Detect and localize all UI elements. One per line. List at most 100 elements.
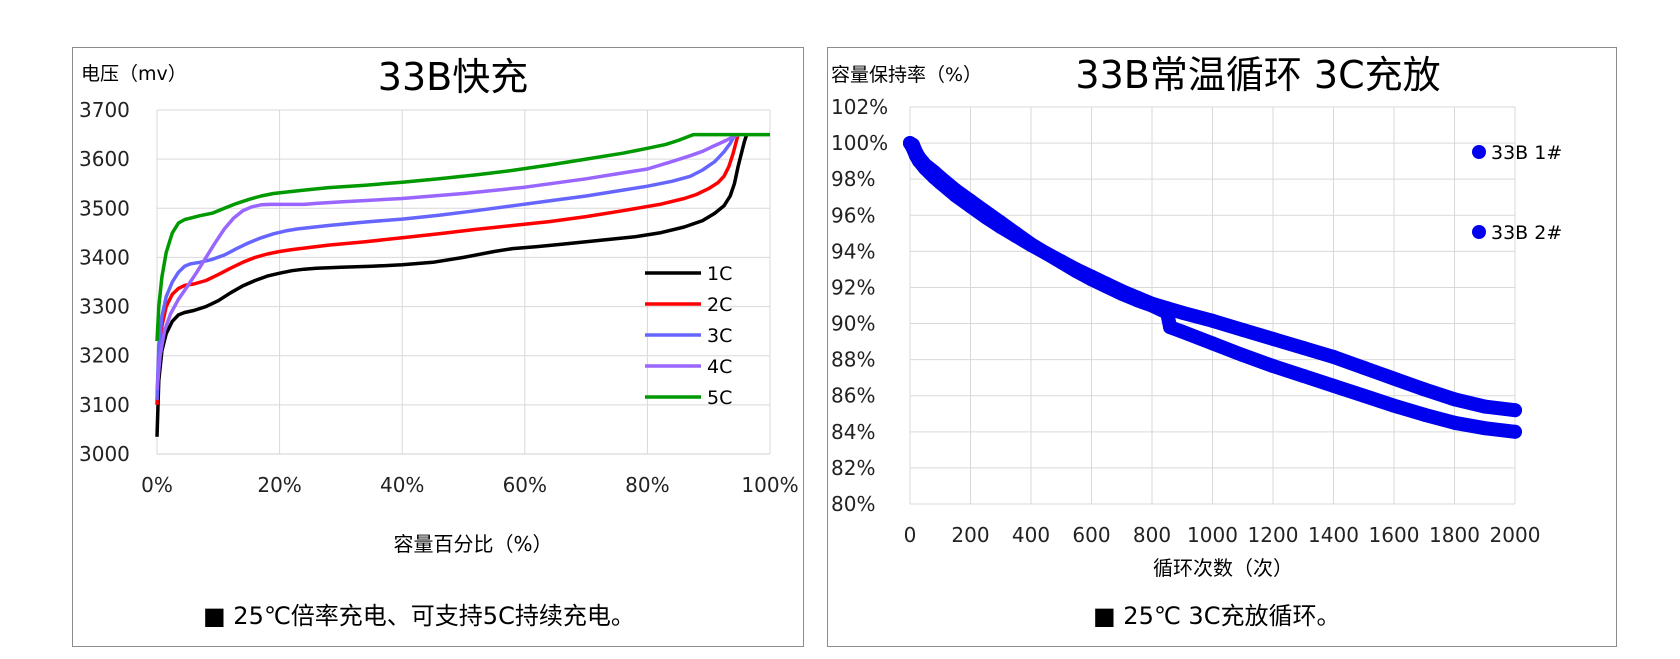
x-tick-label: 20%: [257, 473, 301, 497]
y-tick-label: 3600: [79, 147, 130, 171]
data-point: [1508, 424, 1522, 439]
x-tick-label: 200: [951, 523, 989, 547]
y-tick-label: 92%: [831, 275, 875, 299]
y-tick-label: 3400: [79, 245, 130, 269]
data-point: [1175, 305, 1190, 320]
y-axis-label: 容量保持率（%）: [831, 64, 982, 86]
legend-label: 1C: [707, 263, 732, 285]
x-tick-label: 60%: [503, 473, 547, 497]
y-tick-label: 88%: [831, 348, 875, 372]
data-point: [1296, 368, 1311, 383]
data-point: [1417, 407, 1432, 422]
data-point: [993, 220, 1008, 234]
data-point: [1205, 336, 1220, 351]
data-point: [1326, 349, 1341, 364]
data-point: [1084, 269, 1099, 284]
cycle-life-chart: 0 200 400 600 800 1000 1200 1400 1600 1800 2000 80%…: [831, 53, 1562, 630]
legend-label: 4C: [707, 356, 732, 378]
data-point: [1024, 238, 1038, 252]
data-point: [1205, 313, 1220, 328]
y-tick-label: 100%: [831, 131, 888, 155]
data-point: [1356, 360, 1371, 375]
data-point: [963, 199, 978, 214]
data-point: [1508, 403, 1522, 418]
x-tick-label: 0: [904, 523, 917, 547]
series-line-3c: [155, 133, 737, 400]
data-point: [1099, 276, 1114, 291]
y-tick-label: 3300: [79, 295, 130, 319]
data-point: [1266, 359, 1280, 373]
series-line-4c: [155, 132, 740, 391]
legend-label: 3C: [707, 325, 732, 347]
data-point: [1163, 320, 1178, 335]
data-point: [1069, 262, 1084, 277]
data-point: [1387, 371, 1401, 386]
data-point: [1477, 399, 1492, 414]
legend-label: 2C: [707, 294, 732, 316]
x-tick-label: 2000: [1490, 523, 1541, 547]
x-tick-label: 400: [1012, 523, 1050, 547]
data-point: [1417, 382, 1432, 397]
cycle-life-chart-panel: 0 200 400 600 800 1000 1200 1400 1600 1800 2000 80%…: [827, 47, 1617, 647]
y-tick-label: 84%: [831, 420, 875, 444]
data-point: [1160, 301, 1175, 316]
fast-charge-chart-panel: 0% 20% 40% 60% 80% 100% 3000 3100 3200 3300 3400 35…: [72, 47, 804, 647]
data-point: [1387, 398, 1401, 413]
x-tick-label: 40%: [380, 473, 424, 497]
y-tick-label: 80%: [831, 492, 875, 516]
legend-marker-2: [1472, 225, 1486, 239]
data-point: [1356, 388, 1371, 403]
y-tick-label: 3000: [79, 442, 130, 466]
series-line-1c: [155, 134, 749, 437]
x-axis-label: 容量百分比（%）: [393, 532, 552, 556]
y-tick-label: 3200: [79, 344, 130, 368]
data-point: [1054, 254, 1069, 269]
x-tick-label: 100%: [741, 473, 798, 497]
legend-label: 33B 2#: [1491, 222, 1562, 244]
data-point: [1296, 340, 1311, 355]
y-tick-label: 3700: [79, 98, 130, 122]
data-point: [1235, 348, 1250, 363]
chart-title: 33B快充: [378, 55, 528, 99]
data-point: [1114, 284, 1129, 299]
legend-label: 5C: [707, 387, 732, 409]
data-point: [1326, 378, 1341, 393]
data-point: [1447, 392, 1462, 407]
data-point: [1039, 246, 1054, 261]
x-tick-label: 1600: [1369, 523, 1420, 547]
data-point: [1145, 296, 1159, 311]
data-point: [1447, 415, 1462, 430]
y-tick-label: 3100: [79, 393, 130, 417]
data-point: [1477, 421, 1492, 436]
chart-title: 33B常温循环 3C充放: [1075, 53, 1440, 97]
y-tick-label: 98%: [831, 167, 875, 191]
x-tick-label: 80%: [625, 473, 669, 497]
data-point: [948, 188, 963, 203]
grid: [909, 106, 1516, 505]
y-tick-label: 3500: [79, 196, 130, 220]
data-point: [1129, 290, 1144, 305]
x-tick-label: 800: [1133, 523, 1171, 547]
x-tick-label: 600: [1072, 523, 1110, 547]
data-point: [1175, 324, 1190, 339]
data-point: [933, 175, 948, 190]
chart-note: ■ 25℃ 3C充放循环。: [1093, 602, 1340, 630]
legend-label: 33B 1#: [1491, 142, 1562, 164]
chart-note: ■ 25℃倍率充电、可支持5C持续充电。: [203, 602, 635, 630]
y-axis-label: 电压（mv）: [81, 63, 187, 85]
y-tick-label: 90%: [831, 312, 875, 336]
fast-charge-chart: 0% 20% 40% 60% 80% 100% 3000 3100 3200 3300 3400 35…: [79, 55, 799, 630]
series-line-5c: [155, 132, 770, 342]
y-tick-label: 102%: [831, 95, 888, 119]
y-tick-label: 94%: [831, 239, 875, 263]
x-tick-label: 1400: [1308, 523, 1359, 547]
data-point: [1266, 331, 1280, 346]
data-point: [1008, 229, 1023, 243]
legend-marker-1: [1472, 145, 1486, 159]
series-line-2c: [155, 134, 740, 405]
y-tick-label: 82%: [831, 456, 875, 480]
x-tick-label: 1800: [1429, 523, 1480, 547]
y-tick-label: 86%: [831, 384, 875, 408]
data-point: [1235, 322, 1250, 337]
x-axis-label: 循环次数（次）: [1153, 556, 1293, 580]
